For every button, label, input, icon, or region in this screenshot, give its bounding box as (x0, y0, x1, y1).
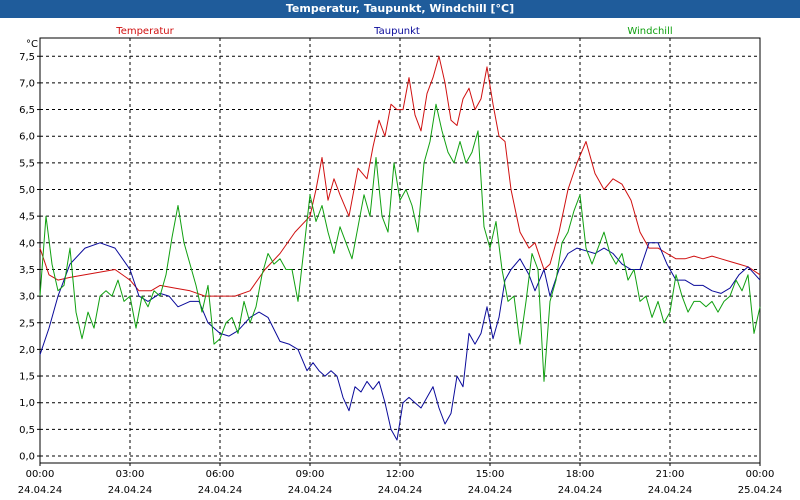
x-tick-date-label: 24.04.24 (18, 485, 63, 496)
legend-entry-windchill: Windchill (627, 26, 672, 37)
legend-entry-taupunkt: Taupunkt (373, 26, 420, 37)
y-tick-label: 6,5 (19, 105, 35, 116)
x-tick-date-label: 25.04.24 (738, 485, 783, 496)
y-tick-label: 4,0 (19, 238, 35, 249)
x-tick-date-label: 24.04.24 (288, 485, 333, 496)
x-tick-time-label: 09:00 (296, 469, 325, 480)
x-tick-date-label: 24.04.24 (378, 485, 423, 496)
x-tick-date-label: 24.04.24 (468, 485, 513, 496)
series-line-temperatur (39, 55, 761, 297)
y-tick-label: 4,5 (19, 212, 35, 223)
x-tick-time-label: 15:00 (476, 469, 505, 480)
x-tick-time-label: 18:00 (566, 469, 595, 480)
y-tick-label: 3,0 (19, 292, 35, 303)
y-tick-label: 3,5 (19, 265, 35, 276)
y-tick-label: 5,5 (19, 158, 35, 169)
y-tick-label: 2,5 (19, 318, 35, 329)
x-tick-time-label: 06:00 (206, 469, 235, 480)
chart-title: Temperatur, Taupunkt, Windchill [°C] (285, 2, 515, 15)
x-tick-date-label: 24.04.24 (558, 485, 603, 496)
y-tick-label: 6,0 (19, 132, 35, 143)
y-tick-label: 1,0 (19, 398, 35, 409)
series-line-taupunkt (39, 242, 761, 441)
y-tick-label: 2,0 (19, 345, 35, 356)
x-tick-time-label: 21:00 (656, 469, 685, 480)
x-tick-time-label: 12:00 (386, 469, 415, 480)
series-line-windchill (39, 103, 761, 382)
y-axis-unit-label: °C (26, 39, 38, 50)
x-tick-date-label: 24.04.24 (108, 485, 153, 496)
x-tick-time-label: 03:00 (116, 469, 145, 480)
x-tick-date-label: 24.04.24 (198, 485, 243, 496)
y-tick-label: 7,0 (19, 78, 35, 89)
chart-area: 0,0 0,5 1,0 1,5 2,0 2,5 3,0 3,5 4,0 4,5 5,0 5,5 6,0 6… (18, 26, 783, 496)
y-tick-label: 5,0 (19, 185, 35, 196)
x-tick-time-label: 00:00 (746, 469, 775, 480)
y-tick-label: 1,5 (19, 372, 35, 383)
chart-title-bar: Temperatur, Taupunkt, Windchill [°C] (0, 0, 800, 18)
y-tick-label: 0,5 (19, 425, 35, 436)
x-tick-time-label: 00:00 (26, 469, 55, 480)
x-tick-date-label: 24.04.24 (648, 485, 693, 496)
y-tick-label: 7,5 (19, 52, 35, 63)
legend-entry-temperatur: Temperatur (115, 26, 174, 37)
y-tick-label: 0,0 (19, 452, 35, 463)
